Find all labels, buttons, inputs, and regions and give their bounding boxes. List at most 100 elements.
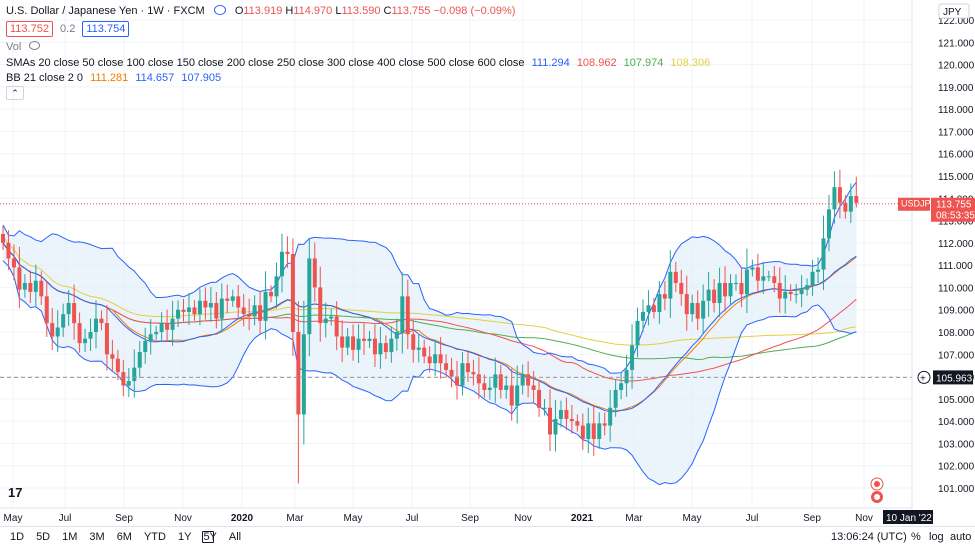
candle-body bbox=[154, 332, 159, 335]
candle-body bbox=[854, 196, 859, 203]
candle-body bbox=[673, 271, 678, 283]
price-tick-label: 103.000 bbox=[938, 439, 975, 450]
candle-body bbox=[351, 336, 356, 350]
candle-body bbox=[706, 289, 711, 301]
last-price-value: 113.755 bbox=[936, 200, 972, 211]
candle-body bbox=[99, 318, 104, 324]
candle-body bbox=[826, 209, 831, 239]
bb-label: BB 21 close 2 0 bbox=[6, 72, 84, 84]
candle-body bbox=[318, 287, 323, 324]
candle-body bbox=[176, 309, 181, 319]
candle-body bbox=[55, 327, 60, 337]
timeframe-button[interactable]: 1D bbox=[10, 531, 25, 543]
candle-body bbox=[77, 323, 82, 344]
price-tick-label: 115.000 bbox=[938, 172, 974, 183]
sma-legend[interactable]: SMAs 20 close 50 close 100 close 150 clo… bbox=[6, 56, 710, 70]
candle-body bbox=[219, 298, 224, 319]
candle-body bbox=[744, 269, 749, 295]
time-tick-label: May bbox=[683, 513, 702, 524]
price-tick-label: 112.000 bbox=[938, 239, 974, 250]
timeframe-buttons: 1D 5D 1M 3M 6M YTD 1Y 5Y All bbox=[10, 531, 253, 543]
candle-body bbox=[301, 334, 306, 415]
time-tick-label: Jul bbox=[746, 513, 759, 524]
candle-body bbox=[143, 340, 148, 353]
auto-toggle[interactable]: auto bbox=[950, 531, 972, 543]
candle-body bbox=[159, 323, 164, 332]
timeframe-button[interactable]: YTD bbox=[143, 531, 166, 543]
percent-toggle[interactable]: % bbox=[911, 531, 921, 543]
candle-body bbox=[679, 282, 684, 295]
ohlc-values: O113.919 H114.970 L113.590 C113.755 −0.0… bbox=[234, 5, 516, 17]
candle-body bbox=[22, 282, 27, 290]
time-tick-label: May bbox=[344, 513, 363, 524]
sma-value-4: 108.306 bbox=[670, 57, 711, 69]
collapse-legend-button[interactable]: ⌃ bbox=[6, 86, 24, 100]
bollinger-band-fill bbox=[3, 182, 857, 485]
log-toggle[interactable]: log bbox=[929, 531, 944, 543]
candle-body bbox=[312, 258, 317, 288]
candle-body bbox=[383, 343, 388, 353]
time-tick-label: May bbox=[4, 513, 23, 524]
candle-body bbox=[274, 276, 279, 297]
currency-badge[interactable]: JPY bbox=[938, 3, 970, 19]
buy-button[interactable]: 113.754 bbox=[82, 21, 130, 37]
bb-legend[interactable]: BB 21 close 2 0 111.281 114.657 107.905 bbox=[6, 71, 221, 85]
timeframe-button[interactable]: 1Y bbox=[177, 531, 192, 543]
candle-body bbox=[126, 381, 131, 386]
us-flag-icon bbox=[874, 481, 880, 487]
price-tick-label: 102.000 bbox=[938, 462, 975, 473]
sma-150-line bbox=[2, 235, 857, 346]
candle-body bbox=[640, 311, 645, 321]
sma-50-line bbox=[2, 242, 857, 382]
candle-body bbox=[72, 303, 77, 324]
event-flag-icons[interactable] bbox=[870, 477, 884, 503]
candle-body bbox=[821, 238, 826, 270]
candle-body bbox=[783, 291, 788, 299]
candle-body bbox=[225, 298, 230, 301]
candle-body bbox=[509, 385, 514, 406]
candle-body bbox=[329, 316, 334, 319]
candle-body bbox=[548, 407, 552, 435]
candle-body bbox=[761, 276, 766, 281]
candle-body bbox=[334, 316, 339, 337]
timeframe-button[interactable]: 1M bbox=[62, 531, 78, 543]
candle-body bbox=[372, 338, 377, 355]
candle-body bbox=[165, 323, 170, 330]
price-tick-label: 109.000 bbox=[938, 306, 975, 317]
price-tick-label: 122.000 bbox=[938, 16, 975, 27]
timeframe-button[interactable]: 3M bbox=[89, 531, 105, 543]
price-chart[interactable]: 101.000102.000103.000104.000105.000106.0… bbox=[0, 0, 975, 526]
candle-body bbox=[422, 347, 427, 357]
candle-body bbox=[50, 323, 55, 337]
candle-body bbox=[17, 267, 22, 290]
timeframe-button[interactable]: 5D bbox=[36, 531, 51, 543]
candle-body bbox=[788, 291, 793, 295]
candle-body bbox=[591, 423, 596, 439]
sma-value-1: 111.294 bbox=[531, 57, 570, 69]
candle-body bbox=[115, 358, 120, 373]
candle-body bbox=[799, 289, 804, 295]
candle-body bbox=[378, 343, 383, 355]
candle-body bbox=[405, 296, 410, 335]
candle-body bbox=[739, 282, 744, 295]
candle-body bbox=[241, 307, 246, 315]
date-range-icon[interactable] bbox=[202, 531, 214, 543]
candle-body bbox=[624, 369, 629, 384]
timeframe-button[interactable]: All bbox=[228, 531, 242, 543]
candle-body bbox=[252, 305, 257, 317]
candle-body bbox=[843, 202, 848, 212]
sell-button[interactable]: 113.752 bbox=[6, 21, 53, 37]
candle-body bbox=[805, 285, 810, 290]
candle-body bbox=[411, 334, 416, 350]
candle-body bbox=[476, 374, 481, 384]
candle-body bbox=[433, 354, 438, 364]
bar-countdown: 08:53:35 bbox=[936, 211, 975, 222]
candle-body bbox=[482, 383, 487, 390]
candle-body bbox=[214, 303, 219, 319]
candle-body bbox=[608, 407, 613, 426]
sma-label: SMAs 20 close 50 close 100 close 150 clo… bbox=[6, 57, 525, 69]
bb-value-lower: 107.905 bbox=[181, 72, 222, 84]
candle-body bbox=[515, 385, 520, 406]
timeframe-button[interactable]: 6M bbox=[116, 531, 132, 543]
candle-body bbox=[777, 282, 782, 299]
